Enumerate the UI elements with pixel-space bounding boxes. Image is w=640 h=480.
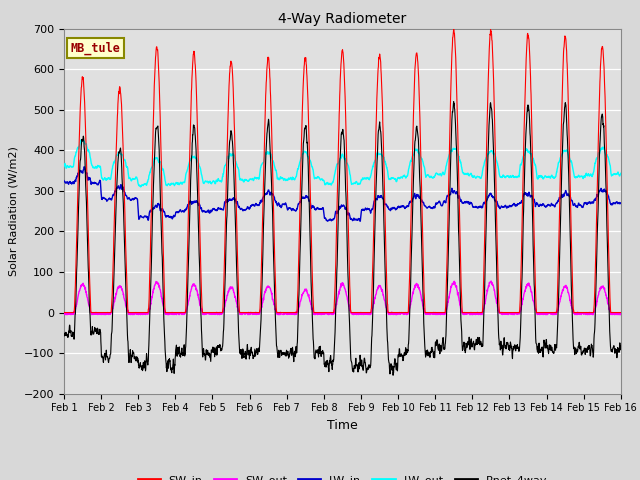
LW_in: [80, 164, 88, 169]
LW_out: [505, 174, 513, 180]
SW_out: [60, 311, 68, 317]
SW_in: [60, 310, 68, 315]
LW_out: [79, 137, 86, 143]
LW_out: [584, 173, 591, 179]
SW_in: [584, 310, 591, 315]
Line: SW_out: SW_out: [64, 281, 621, 314]
LW_in: [356, 218, 364, 224]
SW_out: [216, 312, 223, 317]
SW_in: [371, 188, 378, 193]
Rnet_4way: [617, 343, 625, 349]
Y-axis label: Solar Radiation (W/m2): Solar Radiation (W/m2): [8, 146, 18, 276]
SW_out: [584, 310, 591, 316]
LW_in: [359, 206, 367, 212]
Rnet_4way: [584, 347, 591, 353]
LW_in: [60, 178, 68, 184]
LW_in: [584, 200, 591, 206]
LW_in: [371, 197, 379, 203]
Rnet_4way: [216, 345, 223, 350]
SW_out: [617, 312, 625, 317]
Text: MB_tule: MB_tule: [70, 42, 120, 55]
LW_out: [216, 178, 223, 183]
SW_out: [505, 311, 513, 317]
LW_out: [137, 184, 145, 190]
SW_in: [216, 310, 223, 315]
SW_out: [359, 310, 367, 316]
SW_in: [504, 310, 512, 315]
LW_in: [505, 204, 513, 210]
SW_in: [358, 310, 366, 315]
SW_out: [61, 312, 69, 317]
Title: 4-Way Radiometer: 4-Way Radiometer: [278, 12, 406, 26]
LW_out: [371, 157, 379, 163]
LW_out: [60, 164, 68, 169]
LW_in: [568, 198, 576, 204]
LW_out: [359, 175, 367, 180]
Line: SW_in: SW_in: [64, 29, 621, 312]
Rnet_4way: [60, 332, 68, 337]
Rnet_4way: [505, 347, 513, 352]
Rnet_4way: [568, 306, 576, 312]
Rnet_4way: [450, 99, 458, 105]
LW_out: [617, 170, 625, 176]
Line: Rnet_4way: Rnet_4way: [64, 102, 621, 375]
LW_out: [568, 161, 576, 167]
LW_in: [216, 206, 223, 212]
SW_out: [487, 278, 495, 284]
Legend: SW_in, SW_out, LW_in, LW_out, Rnet_4way: SW_in, SW_out, LW_in, LW_out, Rnet_4way: [133, 470, 552, 480]
Line: LW_in: LW_in: [64, 167, 621, 221]
Rnet_4way: [358, 362, 366, 368]
SW_out: [568, 305, 576, 311]
X-axis label: Time: Time: [327, 419, 358, 432]
Rnet_4way: [371, 241, 378, 247]
Rnet_4way: [389, 372, 397, 378]
LW_in: [617, 200, 625, 206]
SW_in: [617, 310, 625, 315]
SW_in: [568, 257, 575, 263]
Line: LW_out: LW_out: [64, 140, 621, 187]
SW_out: [371, 295, 379, 301]
SW_in: [450, 26, 458, 32]
